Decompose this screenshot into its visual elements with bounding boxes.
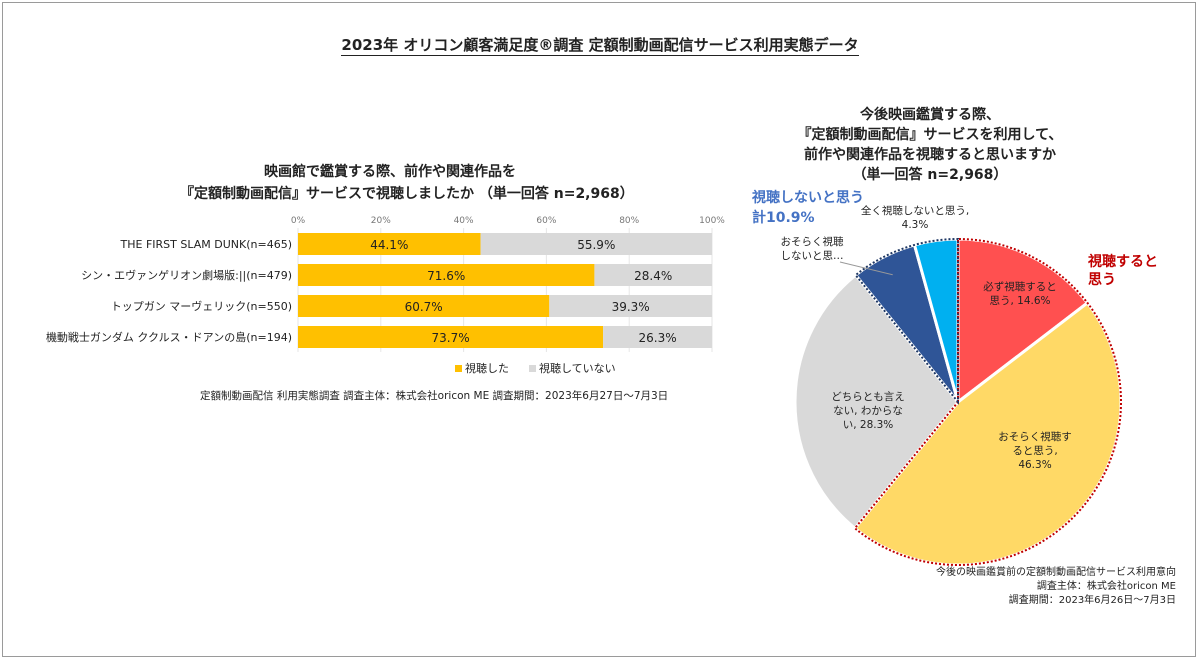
pie-slice-label: しないと思… [781, 250, 844, 262]
pie-slice-label: おそらく視聴す [998, 430, 1072, 443]
x-tick-label: 20% [371, 216, 391, 226]
group-label-not-watch: 計10.9% [752, 209, 815, 226]
x-tick-label: 0% [291, 216, 306, 226]
bar-value-label: 26.3% [638, 331, 676, 345]
pie-leader-line [839, 261, 893, 276]
pie-chart-title-line-4: （単一回答 n=2,968） [852, 167, 1008, 183]
pie-group-outline-watch [853, 237, 1122, 566]
legend-swatch [455, 365, 462, 372]
legend-label: 視聴していない [539, 361, 616, 375]
legend-swatch [529, 365, 536, 372]
bar-segment-watched [298, 295, 550, 317]
pie-slice-label: 全く視聴しないと思う, [861, 204, 969, 217]
pie-chart-source-line-2: 調査主体：株式会社oricon ME [1036, 581, 1176, 592]
pie-slice-label: 46.3% [1018, 459, 1051, 471]
category-label: 機動戦士ガンダム ククルス・ドアンの島(n=194) [46, 330, 292, 344]
x-tick-label: 40% [454, 216, 474, 226]
pie-slice-label: 必ず視聴すると [983, 280, 1057, 293]
group-label-watch: 視聴すると [1087, 253, 1158, 270]
bar-chart: 0% 20% 40% 60% 80% 100% THE FIRST SLAM DUNK(n=… [46, 216, 725, 375]
bar-segment-not-watched [603, 326, 712, 348]
x-tick-label: 60% [536, 216, 556, 226]
pie-slice-label: おそらく視聴 [781, 235, 844, 248]
bar-value-label: 71.6% [427, 269, 465, 283]
bar-value-label: 60.7% [405, 300, 443, 314]
page-title: 2023年 オリコン顧客満足度®調査 定額制動画配信サービス利用実態データ [341, 36, 859, 56]
bar-value-label: 73.7% [431, 331, 469, 345]
pie-slice-label: 4.3% [902, 219, 929, 231]
pie-slice-label: い, 28.3% [843, 419, 894, 431]
group-label-watch: 思う [1088, 272, 1116, 288]
pie-slice-label: 思う, 14.6% [989, 295, 1050, 307]
bar-chart-source-note: 定額制動画配信 利用実態調査 調査主体：株式会社oricon ME 調査期間：2… [200, 390, 669, 402]
pie-chart-title-line-3: 前作や関連作品を視聴すると思いますか [804, 147, 1056, 163]
legend-label: 視聴した [465, 361, 509, 375]
bar-value-label: 44.1% [370, 238, 408, 252]
category-label: シン・エヴァンゲリオン劇場版:||(n=479) [81, 268, 292, 282]
bar-segment-watched [298, 233, 481, 255]
pie-chart-source-line-1: 今後の映画鑑賞前の定額制動画配信サービス利用意向 [936, 567, 1176, 578]
pie-chart-title-line-2: 『定額制動画配信』サービスを利用して、 [797, 127, 1063, 143]
pie-slice-label: ない, わからな [833, 405, 903, 417]
bar-segment-not-watched [549, 295, 712, 317]
pie-chart-source-line-3: 調査期間：2023年6月26日～7月3日 [1008, 595, 1176, 606]
bar-segment-not-watched [480, 233, 712, 255]
bar-value-label: 39.3% [612, 300, 650, 314]
bar-segment-watched [298, 326, 604, 348]
x-tick-label: 80% [619, 216, 639, 226]
bar-chart-title-line-2: 『定額制動画配信』サービスで視聴しましたか （単一回答 n=2,968） [180, 186, 634, 202]
bar-segment-watched [298, 264, 595, 286]
x-tick-label: 100% [699, 216, 725, 226]
bar-value-label: 28.4% [634, 269, 672, 283]
bar-chart-title-line-1: 映画館で鑑賞する際、前作や関連作品を [264, 164, 516, 180]
pie-slice-label: ると思う, [1012, 445, 1057, 457]
pie-slice-undecided [793, 273, 960, 531]
pie-chart-title-line-1: 今後映画鑑賞する際、 [860, 107, 1000, 123]
group-label-not-watch: 視聴しないと思う [751, 189, 864, 206]
category-label: トップガン マーヴェリック(n=550) [111, 299, 292, 313]
pie-group-outline-not-watch [854, 237, 959, 405]
pie-slice-label: どちらとも言え [831, 390, 905, 403]
bar-value-label: 55.9% [577, 238, 615, 252]
bar-segment-not-watched [594, 264, 712, 286]
category-label: THE FIRST SLAM DUNK(n=465) [120, 238, 292, 251]
